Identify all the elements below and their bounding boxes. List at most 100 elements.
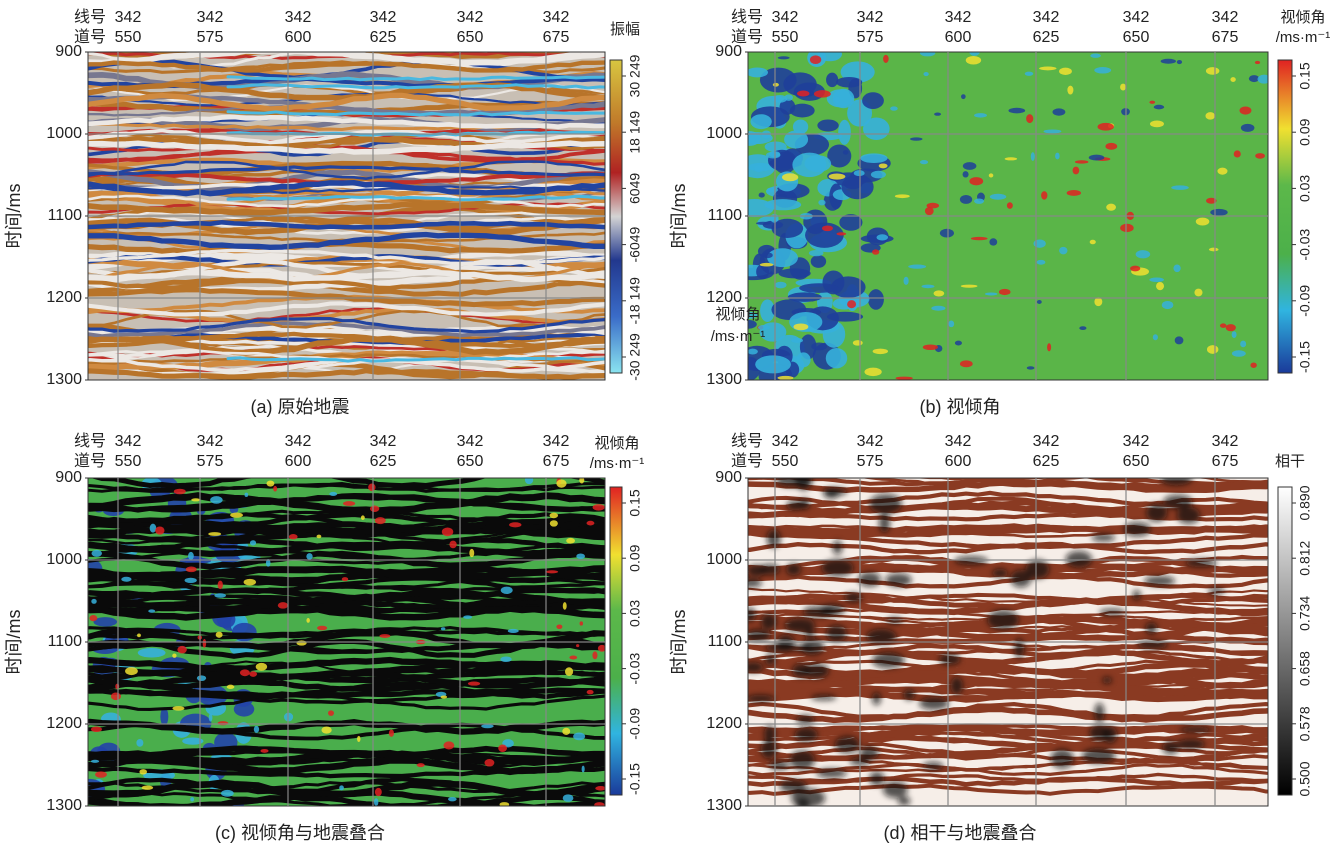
attribute-patch <box>962 171 969 178</box>
attribute-patch <box>449 540 457 549</box>
attribute-patch <box>804 629 816 638</box>
attribute-patch <box>852 340 863 346</box>
attribute-patch <box>1094 702 1105 723</box>
attribute-patch <box>1014 638 1025 659</box>
seismic-event <box>226 110 605 117</box>
attribute-patch <box>872 348 889 355</box>
colorbar <box>1277 486 1293 796</box>
attribute-patch <box>847 300 857 309</box>
line-number: 342 <box>945 9 972 26</box>
seismic-event <box>88 261 605 276</box>
seismic-event <box>88 492 605 515</box>
attribute-patch <box>774 281 787 289</box>
attribute-patch <box>803 605 835 618</box>
attribute-patch <box>830 276 866 298</box>
attribute-patch <box>1025 559 1050 579</box>
seismic-event <box>88 160 605 181</box>
attribute-patch <box>962 162 977 170</box>
seismic-event <box>88 81 605 101</box>
attribute-patch <box>1233 150 1241 158</box>
attribute-patch <box>841 174 874 200</box>
attribute-patch <box>836 232 847 236</box>
attribute-patch <box>796 714 815 725</box>
attribute-patch <box>1160 58 1176 64</box>
attribute-patch <box>1050 748 1074 769</box>
attribute-patch <box>869 771 885 786</box>
attribute-patch <box>1089 239 1096 245</box>
seismic-event <box>88 676 605 693</box>
line-number: 342 <box>543 433 570 450</box>
caption: (d) 相干与地震叠合 <box>884 823 1037 843</box>
attribute-patch <box>970 236 988 241</box>
attribute-patch <box>321 726 332 734</box>
attribute-patch <box>1072 166 1080 175</box>
seismic-event <box>748 689 1268 703</box>
attribute-patch <box>755 355 791 374</box>
attribute-patch <box>825 347 848 369</box>
seismic-event <box>748 783 1268 796</box>
seismic-event <box>88 781 605 793</box>
attribute-patch <box>191 498 201 502</box>
attribute-patch <box>463 615 473 619</box>
attribute-patch <box>799 283 839 293</box>
attribute-patch <box>878 163 888 169</box>
seismic-event <box>88 794 605 806</box>
attribute-patch <box>1231 350 1246 357</box>
attribute-patch <box>926 202 939 209</box>
attribute-patch <box>933 290 945 297</box>
seismic-event <box>88 629 605 640</box>
trace-number: 650 <box>1123 453 1150 470</box>
attribute-patch <box>919 160 929 165</box>
attribute-patch <box>969 52 980 56</box>
attribute-patch <box>992 568 1008 578</box>
attribute-patch <box>797 90 810 97</box>
attribute-patch <box>792 119 809 135</box>
attribute-patch <box>255 662 268 671</box>
attribute-patch <box>1026 366 1035 370</box>
seismic-event <box>226 194 605 202</box>
attribute-patch <box>556 479 567 488</box>
seismic-event <box>88 316 605 334</box>
attribute-patch <box>866 628 897 645</box>
line-number: 342 <box>285 9 312 26</box>
seismic-event <box>88 128 605 145</box>
attribute-patch <box>579 478 585 484</box>
trace-label: 道号 <box>731 452 763 470</box>
attribute-patch <box>1010 570 1032 588</box>
attribute-patch <box>569 655 578 660</box>
trace-number: 675 <box>1212 29 1239 46</box>
attribute-patch <box>748 311 758 319</box>
seismic-event <box>88 185 605 195</box>
attribute-patch <box>748 694 775 703</box>
seismic-image <box>748 52 1268 380</box>
attribute-patch <box>923 72 929 77</box>
attribute-patch <box>784 618 816 632</box>
attribute-patch <box>954 340 962 346</box>
attribute-patch <box>864 367 882 377</box>
seismic-event <box>88 656 605 672</box>
seismic-event <box>88 92 605 112</box>
attribute-patch <box>1132 590 1141 601</box>
seismic-event <box>748 676 1268 696</box>
attribute-patch <box>370 505 380 512</box>
line-number: 342 <box>1123 9 1150 26</box>
attribute-patch <box>754 165 764 173</box>
attribute-patch <box>277 602 289 609</box>
seismic-event <box>88 52 605 66</box>
seismic-event <box>88 671 605 680</box>
attribute-patch <box>1240 123 1255 132</box>
attribute-patch <box>1208 247 1219 252</box>
trace-number: 675 <box>543 29 570 46</box>
line-number: 342 <box>857 9 884 26</box>
attribute-patch <box>961 94 966 100</box>
attribute-patch <box>844 592 863 603</box>
attribute-patch <box>374 787 382 797</box>
attribute-patch <box>789 103 815 118</box>
line-label: 线号 <box>74 8 106 26</box>
seismic-event <box>88 481 605 492</box>
attribute-patch <box>524 478 534 485</box>
attribute-patch <box>775 478 812 488</box>
line-number: 342 <box>115 433 142 450</box>
attribute-patch <box>1149 100 1156 104</box>
attribute-patch <box>1039 66 1057 71</box>
